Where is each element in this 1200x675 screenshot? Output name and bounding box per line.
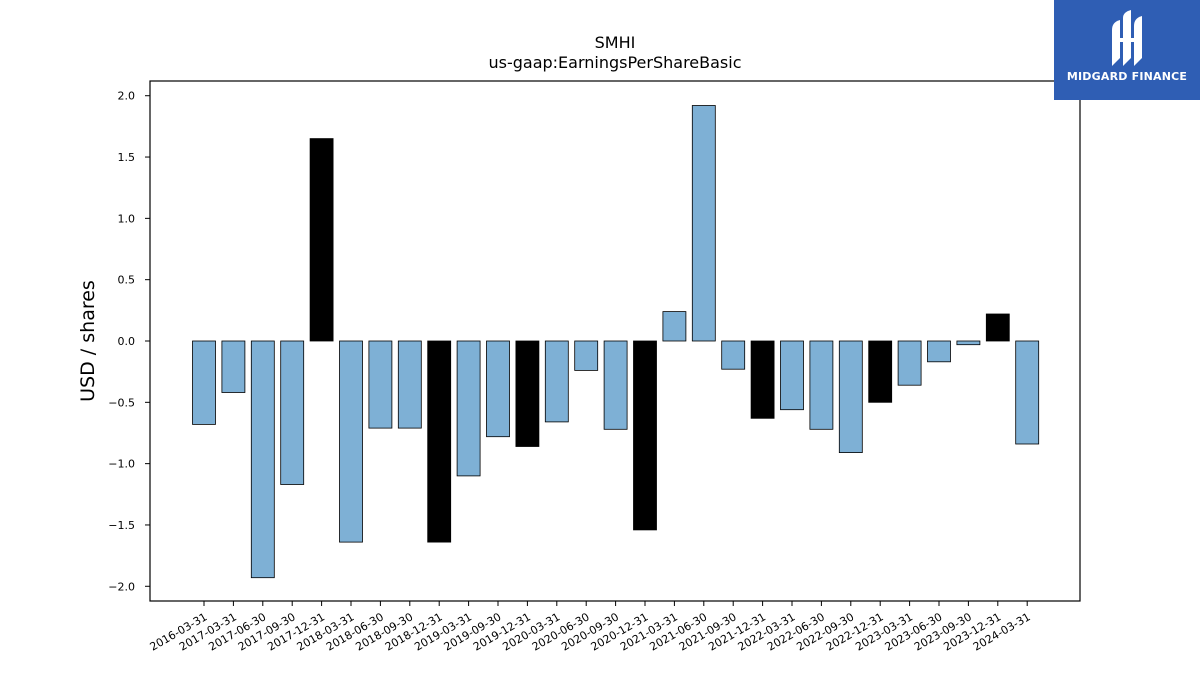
bar-2020-03-31 [544,340,569,423]
bar-2016-03-31 [192,340,216,425]
plot-frame [149,80,1081,602]
chart-subtitle: us-gaap:EarningsPerShareBasic [488,53,741,72]
bar-2021-06-30 [691,105,716,342]
bar-2022-06-30 [809,340,834,430]
y-tick-label: 0.0 [118,335,136,348]
bar-2018-06-30 [368,340,393,429]
bar-2023-12-31 [985,313,1010,342]
bar-2021-12-31 [750,340,775,419]
chart-title: SMHI [595,33,636,52]
bar-2020-06-30 [574,340,599,371]
bar-2023-06-30 [927,340,951,363]
bar-2017-03-31 [221,340,246,393]
y-tick-label: 2.0 [118,90,136,103]
y-tick-label: 1.0 [118,212,136,225]
midgard-logo-icon [1112,10,1142,66]
bar-2022-12-31 [868,340,893,403]
bar-2023-03-31 [897,340,922,386]
bar-2018-03-31 [339,340,363,543]
bar-2021-09-30 [721,340,746,370]
bar-2022-09-30 [838,340,863,453]
y-axis-ticks: 2.0 1.5 1.0 0.5 0.0 −0.5 −1.0 −1.5 −2.0 [108,90,150,593]
bar-2019-12-31 [515,340,540,447]
bar-2021-03-31 [662,311,687,342]
y-tick-label: −2.0 [108,580,135,593]
y-axis-label: USD / shares [77,280,99,402]
bar-2018-12-31 [427,340,452,543]
y-tick-label: −0.5 [108,396,135,409]
y-tick-label: 0.5 [118,274,136,287]
bar-2019-03-31 [456,340,481,477]
bar-2024-03-31 [1015,340,1040,445]
bar-2017-09-30 [280,340,305,485]
y-tick-label: 1.5 [118,151,136,164]
bar-2018-09-30 [397,340,422,429]
bar-2017-06-30 [250,340,275,579]
y-tick-label: −1.5 [108,519,135,532]
y-tick-label: −1.0 [108,458,135,471]
bar-2023-09-30 [956,340,981,346]
bar-2017-12-31 [309,138,334,342]
midgard-finance-logo: MIDGARD FINANCE [1054,0,1200,100]
bar-2020-12-31 [633,340,657,531]
bar-2019-09-30 [486,340,510,438]
x-axis-ticks: 2016-03-312017-03-312017-06-302017-09-30… [148,601,1033,654]
bar-2020-09-30 [603,340,628,430]
bars [192,105,1040,579]
logo-text: MIDGARD FINANCE [1066,70,1188,83]
bar-2022-03-31 [780,340,804,411]
